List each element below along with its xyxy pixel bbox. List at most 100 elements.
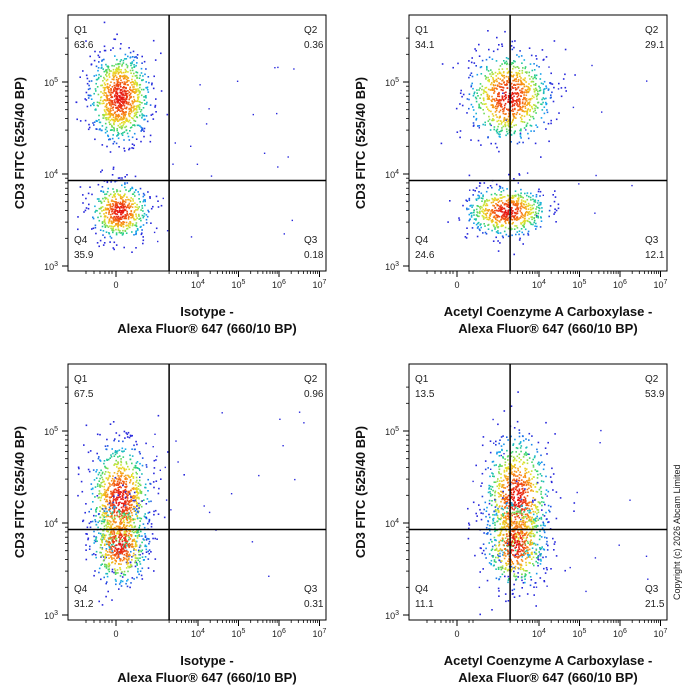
data-point (457, 62, 459, 65)
data-point (152, 537, 154, 540)
data-point (496, 219, 499, 222)
data-point (100, 190, 103, 192)
data-point (98, 200, 100, 202)
data-point (490, 99, 493, 102)
data-point (78, 467, 80, 470)
data-point (118, 69, 121, 71)
data-point (110, 103, 113, 105)
data-point (95, 538, 97, 541)
data-point (123, 475, 126, 478)
data-point (522, 480, 525, 483)
data-point (128, 500, 131, 502)
data-point (516, 76, 519, 78)
data-point (121, 544, 123, 546)
data-point (104, 543, 106, 546)
data-point (466, 207, 468, 210)
data-point (109, 123, 111, 126)
data-point (85, 424, 88, 427)
data-point (132, 472, 134, 475)
data-point (107, 530, 109, 533)
data-point (106, 78, 109, 81)
data-point (491, 71, 493, 73)
data-point (125, 508, 127, 511)
data-point (121, 65, 123, 67)
data-point (121, 81, 123, 84)
data-point (533, 83, 535, 86)
data-point (522, 67, 524, 69)
data-point (498, 102, 501, 104)
data-point (553, 40, 556, 42)
data-point (120, 546, 123, 548)
data-point (84, 98, 86, 100)
data-point (117, 496, 119, 499)
data-point (153, 75, 155, 78)
data-point (110, 208, 112, 210)
data-point (527, 88, 529, 91)
data-point (96, 86, 99, 88)
data-point (136, 461, 139, 463)
data-point (125, 550, 128, 552)
data-point (535, 124, 537, 126)
data-point (109, 109, 111, 111)
data-point (503, 486, 505, 489)
data-point (106, 145, 108, 148)
data-point (542, 524, 545, 527)
data-point (111, 222, 114, 225)
data-point (474, 190, 476, 192)
y-tick-label: 105 (44, 77, 58, 88)
data-point (123, 549, 126, 552)
data-point (87, 128, 90, 131)
data-point (148, 540, 151, 543)
data-point (137, 568, 139, 570)
data-point (470, 72, 473, 74)
data-point (103, 462, 105, 465)
data-point (145, 86, 147, 89)
data-point (516, 216, 518, 218)
data-point (100, 67, 103, 69)
data-point (129, 586, 131, 589)
data-point (104, 196, 106, 199)
data-point (118, 99, 121, 102)
data-point (529, 204, 531, 206)
data-point (120, 43, 122, 45)
data-point (468, 219, 470, 222)
data-point (94, 88, 97, 90)
data-point (503, 71, 505, 73)
data-point (124, 193, 126, 195)
data-point (472, 109, 475, 111)
data-point (104, 519, 107, 521)
data-point (103, 45, 106, 48)
data-point (113, 479, 116, 481)
data-point (532, 490, 534, 492)
data-point (479, 208, 482, 210)
data-point (490, 193, 493, 196)
data-point (127, 431, 130, 434)
data-point (101, 541, 103, 544)
data-point (92, 460, 94, 462)
data-point (527, 230, 530, 233)
data-point (95, 470, 97, 473)
data-point (134, 464, 137, 467)
data-point (109, 542, 112, 545)
data-point (513, 194, 516, 197)
data-point (511, 126, 513, 128)
data-point (504, 125, 507, 128)
data-point (117, 510, 120, 512)
data-point (543, 98, 546, 100)
data-point (107, 590, 109, 593)
data-point (473, 115, 475, 118)
data-point (87, 537, 90, 540)
data-point (103, 113, 105, 116)
data-point (495, 183, 498, 186)
data-point (105, 543, 108, 546)
data-point (526, 194, 528, 197)
data-point (578, 183, 580, 185)
data-point (125, 567, 128, 569)
data-point (498, 215, 501, 218)
data-point (478, 55, 481, 57)
data-point (111, 210, 114, 212)
data-point (487, 491, 490, 494)
data-point (506, 87, 509, 89)
data-point (133, 211, 136, 213)
data-point (101, 59, 104, 61)
